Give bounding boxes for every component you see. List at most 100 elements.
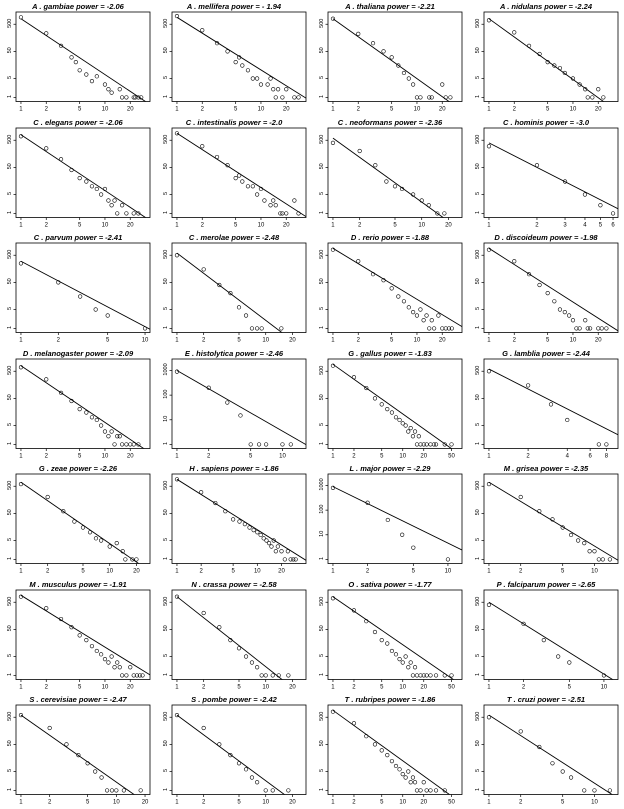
x-tick-label: 20 (127, 453, 134, 459)
data-point (237, 55, 242, 60)
data-point (228, 637, 233, 642)
scatter-plot: 1 2 5 10 20 50 1 5 50 500 (319, 704, 463, 806)
x-tick-label: 20 (127, 107, 134, 113)
x-tick-label: 10 (570, 338, 577, 344)
data-point (84, 72, 89, 77)
data-point (214, 154, 220, 159)
chart-panel: C . parvum power = -2.41 1 2 5 10 1 5 50 500 (0, 231, 156, 347)
x-tick-label: 5 (81, 569, 85, 575)
x-tick-label: 8 (605, 453, 609, 459)
data-point (84, 637, 89, 642)
data-point (296, 210, 301, 216)
fit-line (176, 132, 306, 217)
data-point (436, 313, 441, 318)
data-point (592, 549, 597, 554)
y-tick-label: 1 (319, 210, 325, 213)
chart-panel: D . rerio power = -1.88 1 2 5 10 20 1 5 50 500 (312, 231, 468, 347)
x-tick-label: 1 (487, 107, 491, 113)
data-point (131, 210, 136, 216)
plot-frame (171, 358, 307, 449)
data-point (426, 202, 431, 207)
x-tick-label: 5 (78, 684, 82, 690)
y-tick-label: 50 (163, 625, 169, 631)
data-point (406, 769, 411, 774)
data-point (99, 538, 104, 543)
fit-line (20, 714, 135, 795)
data-point (273, 549, 278, 554)
y-tick-label: 1 (163, 788, 169, 791)
plot-frame (327, 242, 463, 333)
data-point (428, 672, 433, 678)
y-tick-label: 5 (475, 769, 481, 772)
data-point (356, 31, 361, 37)
data-point (279, 549, 284, 554)
y-tick-label: 1 (475, 210, 481, 213)
y-tick-label: 1 (319, 326, 325, 329)
data-point (138, 788, 143, 793)
data-point (255, 780, 260, 785)
x-tick-label: 4 (566, 453, 570, 459)
data-point (428, 441, 433, 447)
y-tick-label: 5 (475, 422, 481, 425)
data-point (400, 772, 405, 777)
chart-panel: M . musculus power = -1.91 1 2 5 10 20 1 5 50 500 (0, 578, 156, 694)
plot-frame (327, 127, 463, 218)
x-tick-label: 50 (448, 453, 455, 459)
chart-title: E . histolytica power = -2.46 (184, 348, 284, 358)
data-point (576, 538, 581, 543)
y-tick-label: 5 (7, 422, 13, 425)
data-point (587, 549, 592, 554)
x-tick-label: 10 (414, 338, 421, 344)
x-tick-label: 2 (522, 684, 526, 690)
data-point (233, 60, 238, 65)
data-point (276, 87, 281, 92)
data-point (562, 178, 568, 184)
scatter-plot: 1 2 5 10 20 1 5 50 500 (319, 242, 463, 344)
x-tick-label: 5 (390, 107, 394, 113)
data-point (174, 594, 180, 599)
plot-frame (15, 589, 151, 680)
data-point (117, 433, 122, 438)
data-point (99, 775, 104, 780)
data-point (408, 780, 413, 785)
data-point (228, 753, 233, 758)
data-point (77, 68, 82, 73)
data-point (109, 90, 114, 95)
data-point (421, 318, 426, 323)
data-point (526, 382, 531, 388)
data-point (585, 326, 590, 331)
data-point (393, 414, 399, 419)
fit-line (488, 481, 618, 561)
data-point (445, 557, 451, 562)
data-point (582, 191, 588, 197)
data-point (64, 742, 69, 747)
data-point (200, 143, 205, 148)
y-tick-label: 5 (7, 191, 13, 194)
data-point (236, 645, 242, 650)
y-tick-label: 1 (7, 557, 13, 560)
y-tick-label: 50 (475, 163, 481, 169)
data-point (112, 197, 117, 203)
y-tick-label: 1 (475, 672, 481, 675)
data-point (397, 767, 402, 772)
data-point (418, 672, 423, 678)
x-tick-label: 1 (487, 222, 491, 228)
data-point (583, 318, 588, 323)
scatter-plot: 1 2 3 4 5 6 1 5 50 500 (475, 127, 619, 228)
data-point (243, 653, 249, 659)
data-point (414, 313, 420, 318)
data-point (44, 376, 49, 381)
data-point (399, 186, 405, 191)
data-point (73, 60, 78, 65)
x-tick-label: 6 (588, 453, 592, 459)
data-point (448, 95, 453, 100)
data-point (410, 672, 416, 678)
data-point (106, 433, 111, 438)
data-point (568, 532, 574, 538)
data-point (545, 60, 550, 65)
data-point (263, 672, 268, 678)
y-tick-label: 50 (163, 509, 169, 515)
y-tick-label: 500 (163, 481, 169, 490)
